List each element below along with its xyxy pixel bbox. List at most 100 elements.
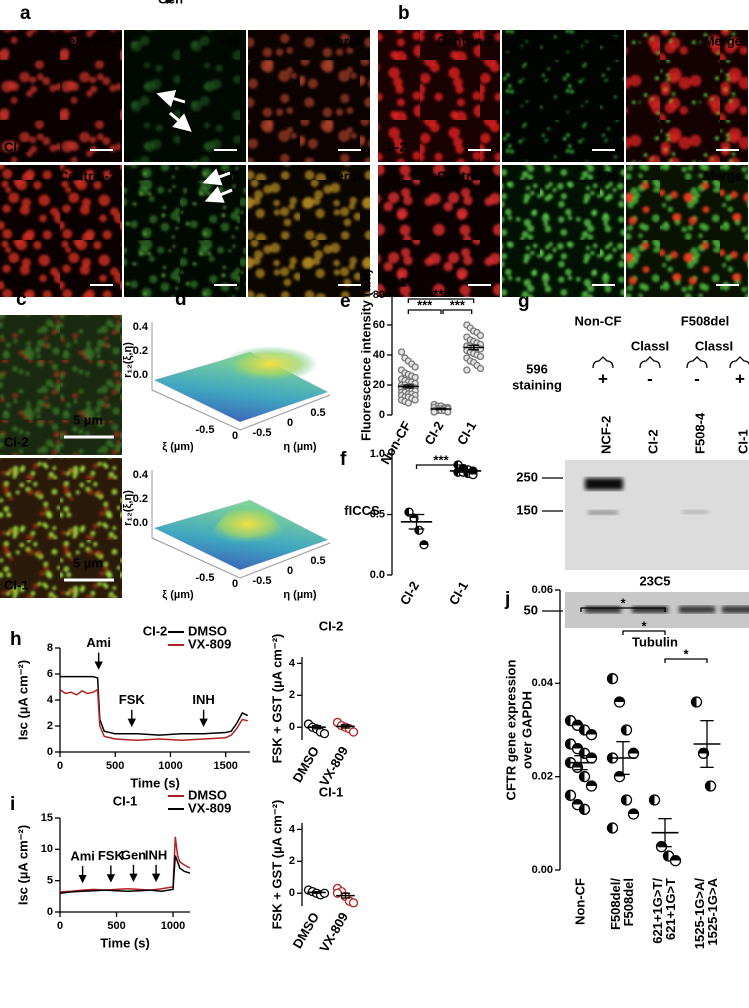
significance-label: ***: [433, 452, 449, 467]
loading-label: Tubulin: [632, 634, 678, 649]
y-tick-label: 4: [47, 694, 54, 706]
x-tick-label: CI-2: [397, 579, 422, 608]
y-tick-label: 40: [373, 349, 385, 361]
data-point: [606, 822, 619, 834]
y-tick-label: 1.0: [370, 448, 385, 460]
x-tick-label: 1525-1G>A/: [692, 878, 707, 950]
lane-label: NCF-2: [598, 416, 613, 454]
data-point: [620, 724, 633, 736]
micrograph: [0, 315, 122, 455]
significance-bracket: [407, 298, 475, 303]
x-tick-label: F508del/: [608, 878, 623, 930]
eta-label: η (µm): [283, 441, 317, 453]
series-line: [59, 688, 248, 742]
group-label: Non-CF: [575, 313, 622, 328]
micrograph: [626, 30, 748, 162]
x-tick-label: VX-809: [316, 744, 351, 789]
xi-label: ξ (µm): [162, 589, 194, 601]
band: [588, 510, 618, 515]
y-tick-label: 10: [41, 843, 53, 855]
data-point: [411, 363, 419, 371]
data-point: [397, 348, 406, 356]
surface: [153, 351, 329, 423]
xi-tick-label: 0: [232, 430, 238, 442]
data-point: [578, 771, 591, 783]
band: [585, 478, 623, 490]
y-tick-label: 0.02: [532, 771, 553, 783]
y-tick-label: 2: [47, 720, 53, 732]
z-tick-label: 0.4: [133, 321, 149, 333]
brace: [592, 356, 614, 369]
annotation-label: INH: [145, 847, 167, 862]
brace: [686, 356, 708, 369]
chart-title: CI-2: [319, 618, 344, 633]
data-point: [476, 364, 485, 373]
band: [722, 606, 749, 613]
data-point: [690, 696, 703, 708]
x-tick-label: CI-2: [421, 419, 446, 448]
significance-bracket: [442, 309, 473, 314]
marker-label: 250: [516, 469, 538, 484]
channel-label: 596: [596, 33, 618, 48]
row-label: CI-2: [4, 139, 29, 154]
staining-sign: -: [694, 369, 700, 388]
y-tick-label: 6: [47, 668, 53, 680]
significance-label: ***: [433, 286, 449, 301]
data-point: [627, 747, 640, 759]
z-tick-label: 0.4: [133, 469, 149, 481]
micrograph: [502, 30, 624, 162]
legend-label: DMSO: [188, 787, 227, 802]
series-line: [59, 855, 191, 894]
y-tick-label: 15: [41, 812, 53, 824]
annotation-label: Gen: [121, 847, 146, 862]
z-tick-label: 0.2: [133, 493, 148, 505]
data-point: [404, 399, 412, 407]
x-tick-label: 0: [57, 920, 63, 932]
group-label: F508del: [681, 313, 729, 328]
y-axis-label: Isc (µA cm⁻²): [15, 825, 30, 905]
data-point: [585, 752, 598, 764]
annotation-label: FSK: [98, 848, 125, 863]
y-tick-label: 5: [47, 875, 53, 887]
data-point: [348, 727, 359, 737]
data-point: [578, 803, 591, 815]
annotation-label: Ami: [70, 849, 95, 864]
eta-tick-label: 0.5: [310, 555, 325, 567]
y-axis-label: FSK + GST (µA cm⁻²): [269, 634, 284, 764]
x-tick-label: 621+1G>T/: [650, 878, 665, 944]
significance-bracket: [622, 630, 666, 635]
annotation-label: FSK: [119, 692, 146, 707]
xi-tick-label: -0.5: [196, 424, 215, 436]
xi-tick-label: 0: [232, 578, 238, 590]
panel-label: g: [518, 291, 530, 312]
series-line: [60, 675, 249, 736]
x-tick-label: CI-1: [454, 419, 479, 448]
eta-tick-label: 0.5: [310, 407, 325, 419]
marker-label: 150: [516, 502, 538, 517]
class-label: ClassI: [695, 338, 733, 353]
micrograph: [626, 165, 748, 297]
brace: [729, 356, 749, 369]
x-tick-label: 621+1G>T: [663, 878, 678, 940]
data-point: [463, 366, 471, 374]
x-tick-label: 1000: [161, 920, 185, 932]
data-point: [648, 794, 661, 806]
brace: [639, 356, 661, 369]
xi-label: ξ (µm): [162, 441, 194, 453]
y-tick-label: 4: [289, 657, 296, 669]
data-point: [348, 898, 359, 908]
antibody-label: 23C5: [639, 573, 670, 588]
x-tick-label: F508del: [621, 878, 636, 926]
data-point: [564, 789, 577, 801]
series-line: [59, 836, 191, 893]
significance-label: ***: [417, 297, 433, 312]
data-point: [476, 352, 485, 361]
chart-title: CI-2: [143, 623, 168, 638]
data-point: [620, 794, 633, 806]
data-point: [613, 696, 626, 708]
z-label: r₁₂(ξ,η): [122, 342, 134, 378]
row-label: CI-2: [382, 139, 407, 154]
micrograph: [0, 458, 122, 598]
y-tick-label: 0.04: [532, 677, 554, 689]
channel-label: Centrin-2: [437, 168, 494, 183]
